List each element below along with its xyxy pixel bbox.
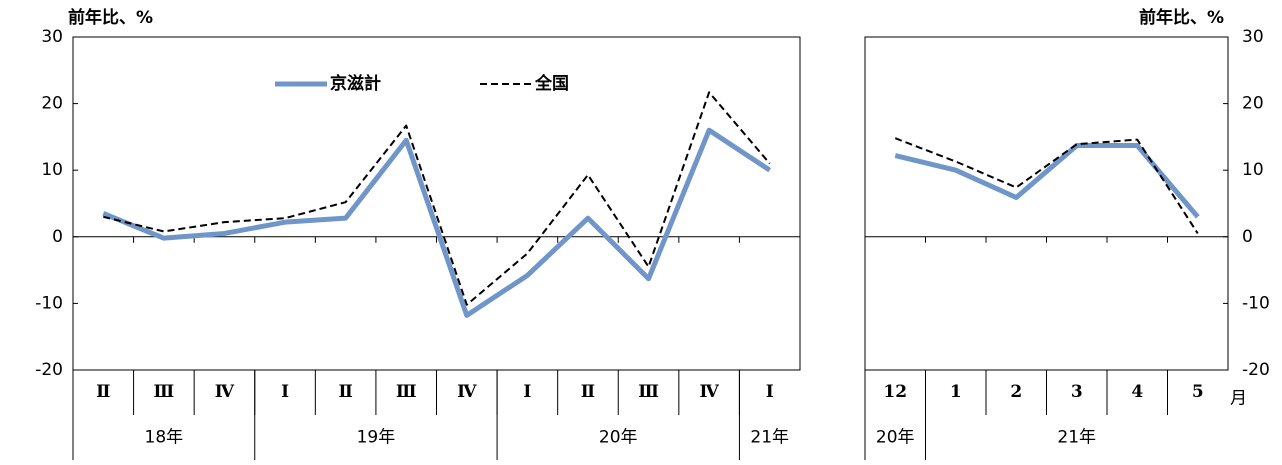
x-unit: 月 — [1230, 389, 1247, 409]
x-tick-label: Ⅰ — [766, 382, 774, 402]
x-tick-label: Ⅳ — [215, 382, 235, 402]
x-tick-label: Ⅲ — [396, 382, 417, 402]
group-label: 21年 — [1057, 428, 1096, 448]
x-tick-label: Ⅱ — [338, 382, 352, 402]
series-line — [894, 143, 1200, 219]
group-label: 19年 — [357, 428, 396, 448]
y-tick-label: -20 — [35, 360, 63, 380]
x-tick-label: Ⅰ — [281, 382, 289, 402]
x-tick-label: Ⅳ — [457, 382, 477, 402]
x-tick-label: Ⅱ — [96, 382, 110, 402]
legend-label: 京滋計 — [330, 73, 381, 94]
series-line — [103, 91, 771, 306]
y-tick-label: 0 — [52, 227, 63, 247]
series-line — [894, 137, 1199, 235]
x-tick-label: Ⅰ — [523, 382, 531, 402]
series-line — [102, 127, 772, 318]
x-tick-label: Ⅱ — [581, 382, 595, 402]
x-tick-label: Ⅲ — [638, 382, 659, 402]
x-tick-label: 2 — [1010, 382, 1022, 402]
group-label: 18年 — [145, 428, 184, 448]
x-tick-label: 4 — [1131, 382, 1143, 402]
group-label: 20年 — [876, 428, 915, 448]
y-tick-label: -10 — [1242, 293, 1270, 313]
x-tick-label: 12 — [883, 382, 907, 402]
x-tick-label: Ⅲ — [154, 382, 175, 402]
group-label: 21年 — [750, 428, 789, 448]
plot-frame — [72, 36, 801, 371]
group-label: 20年 — [599, 428, 638, 448]
y-tick-label: 30 — [1242, 27, 1264, 47]
y-axis-label: 前年比、% — [1139, 7, 1224, 28]
y-tick-label: 30 — [41, 27, 63, 47]
y-tick-label: -10 — [35, 293, 63, 313]
y-tick-label: 10 — [1242, 160, 1264, 180]
y-tick-label: 20 — [1242, 94, 1264, 114]
y-tick-label: 20 — [41, 94, 63, 114]
legend-label: 全国 — [534, 73, 569, 94]
x-tick-label: Ⅳ — [699, 382, 719, 402]
x-tick-label: 3 — [1071, 382, 1083, 402]
y-axis-label: 前年比、% — [68, 7, 153, 28]
x-tick-label: 5 — [1192, 382, 1204, 402]
y-tick-label: 0 — [1242, 227, 1253, 247]
y-tick-label: 10 — [41, 160, 63, 180]
x-tick-label: 1 — [950, 382, 962, 402]
y-tick-label: -20 — [1242, 360, 1270, 380]
plot-frame — [864, 36, 1229, 371]
